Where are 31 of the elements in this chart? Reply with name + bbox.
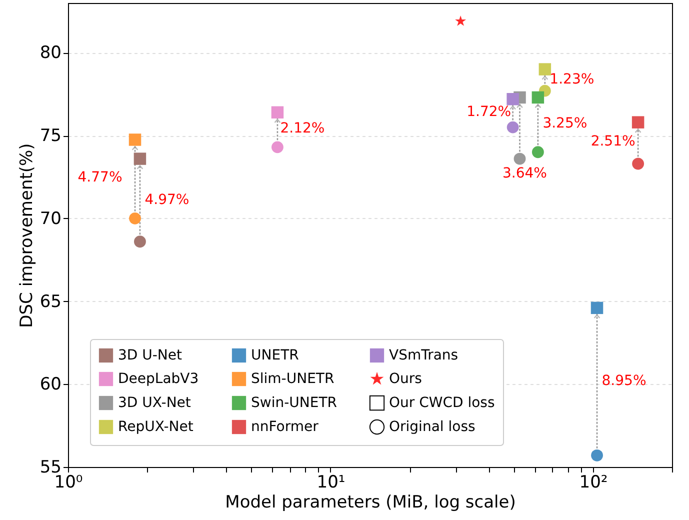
legend-label: VSmTrans	[389, 347, 458, 364]
x-tick-label: 10¹	[316, 472, 346, 492]
y-tick-label: 65	[40, 292, 62, 312]
legend-label: 3D UX-Net	[118, 395, 192, 411]
y-axis-title: DSC improvement(%)	[16, 143, 37, 328]
annotation: 4.97%	[144, 192, 190, 208]
annotation: 2.12%	[280, 120, 325, 136]
legend-label: DeepLabV3	[118, 371, 199, 387]
x-axis-title: Model parameters (MiB, log scale)	[225, 492, 516, 512]
legend-label: Our CWCD loss	[389, 395, 495, 411]
annotation: 8.95%	[602, 372, 646, 389]
annotation: 1.23%	[550, 71, 594, 88]
annotation: 3.25%	[542, 115, 588, 132]
annotation: 2.51%	[590, 133, 636, 150]
y-tick-label: 60	[40, 374, 62, 395]
y-tick-label: 75	[40, 126, 62, 146]
legend-label: UNETR	[251, 347, 300, 364]
legend-label: Slim-UNETR	[251, 371, 334, 387]
legend-label: Original loss	[389, 419, 476, 435]
annotation: 1.72%	[466, 104, 512, 120]
annotation: 4.77%	[78, 170, 122, 186]
legend-label: Ours	[389, 371, 422, 387]
y-tick-label: 70	[40, 208, 62, 229]
legend-label: RepUX-Net	[118, 419, 194, 435]
legend-label: Swin-UNETR	[251, 395, 338, 411]
legend-label: 3D U-Net	[118, 347, 183, 364]
annotation: 3.64%	[502, 165, 547, 182]
x-tick-label: 10²	[579, 472, 608, 492]
legend-label: nnFormer	[251, 419, 319, 435]
y-tick-label: 80	[40, 43, 62, 64]
x-tick-label: 10⁰	[54, 472, 83, 492]
